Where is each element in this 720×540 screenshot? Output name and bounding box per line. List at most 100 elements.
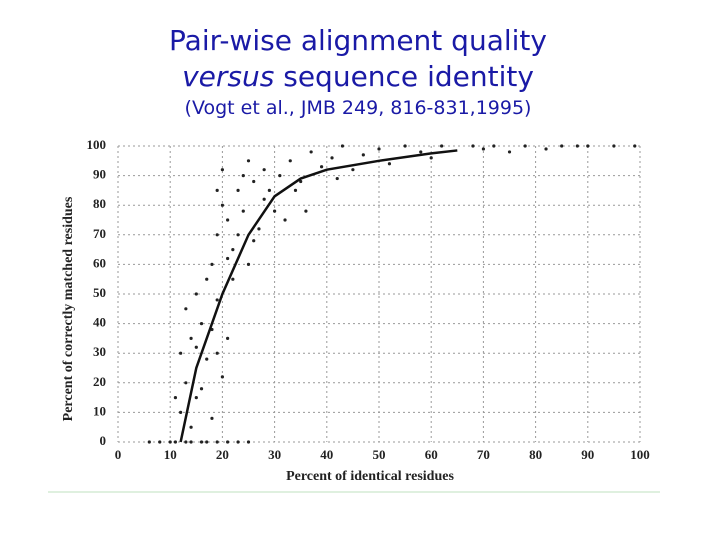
data-point (194, 292, 198, 296)
data-point (481, 147, 485, 151)
data-point (147, 440, 151, 444)
data-point (184, 381, 188, 385)
data-point (226, 336, 230, 340)
data-point (575, 144, 579, 148)
data-point (507, 150, 512, 154)
data-point (283, 218, 287, 222)
data-point (189, 425, 193, 429)
data-point (220, 203, 224, 207)
data-point (377, 147, 381, 151)
data-point (586, 144, 590, 148)
data-point (330, 156, 334, 160)
data-point (262, 197, 266, 201)
data-point (226, 256, 230, 261)
title-italic: versus (182, 60, 274, 93)
data-point (215, 298, 219, 302)
data-point (419, 150, 423, 154)
data-point (241, 174, 245, 178)
x-tick-label: 50 (373, 447, 386, 462)
y-tick-label: 70 (93, 226, 106, 241)
data-point (215, 233, 219, 237)
data-point (231, 248, 235, 252)
data-point (612, 144, 616, 148)
data-point (236, 188, 240, 192)
data-point (273, 209, 277, 213)
data-point (309, 150, 313, 154)
data-point (440, 144, 444, 148)
data-point (231, 277, 235, 281)
data-point (179, 351, 183, 355)
data-point (262, 168, 266, 172)
data-point (184, 307, 188, 311)
data-point (210, 416, 214, 420)
data-point (241, 209, 245, 213)
data-point (189, 440, 193, 444)
data-point (210, 262, 214, 266)
data-point (205, 277, 209, 281)
data-point (236, 440, 240, 444)
data-point (215, 188, 219, 192)
x-tick-label: 40 (320, 447, 333, 462)
data-point (429, 156, 433, 160)
x-tick-label: 100 (630, 447, 650, 462)
y-axis-label: Percent of correctly matched residues (61, 196, 76, 421)
data-point (220, 375, 224, 379)
data-point (257, 227, 261, 231)
data-point (168, 440, 172, 444)
y-tick-label: 90 (93, 167, 106, 182)
data-point (403, 144, 407, 148)
y-tick-label: 10 (93, 403, 106, 418)
x-tick-label: 10 (164, 447, 177, 462)
data-point (288, 159, 292, 163)
data-point (236, 233, 240, 237)
x-tick-label: 90 (581, 447, 594, 462)
data-point (158, 440, 162, 444)
data-point (220, 168, 224, 172)
data-point (319, 165, 324, 169)
data-point (299, 179, 303, 184)
subtitle: (Vogt et al., JMB 249, 816-831,1995) (185, 97, 532, 119)
data-point (278, 174, 282, 178)
y-tick-label: 50 (93, 285, 106, 300)
data-point (173, 440, 178, 444)
data-point (184, 440, 188, 444)
data-point (633, 144, 637, 148)
data-point (267, 188, 271, 192)
data-point (205, 357, 209, 361)
data-point (246, 440, 251, 444)
data-point (335, 176, 339, 181)
data-point (560, 144, 564, 148)
title-line: Pair-wise alignment quality (169, 24, 547, 57)
data-point (351, 168, 355, 172)
data-point (205, 440, 209, 444)
data-point (199, 387, 204, 391)
data-point (194, 345, 198, 349)
title-rest: sequence identity (283, 60, 534, 93)
x-tick-label: 80 (529, 447, 542, 462)
y-tick-label: 40 (93, 315, 106, 330)
data-point (215, 351, 219, 355)
y-tick-label: 20 (93, 374, 106, 389)
data-point (304, 209, 308, 213)
data-point (199, 322, 204, 326)
data-point (179, 410, 183, 414)
title-line: versus sequence identity (182, 60, 534, 93)
fit-curve (179, 149, 458, 443)
data-point (246, 159, 251, 163)
data-point (215, 440, 219, 444)
data-point (189, 336, 193, 340)
data-point (173, 396, 178, 400)
y-tick-label: 0 (100, 433, 107, 448)
data-point (492, 144, 496, 148)
y-tick-label: 100 (87, 137, 107, 152)
data-point (226, 218, 230, 222)
data-point (252, 179, 256, 184)
x-tick-label: 70 (477, 447, 490, 462)
y-tick-label: 30 (93, 344, 106, 359)
data-point (226, 440, 230, 444)
x-tick-label: 0 (115, 447, 122, 462)
data-point (199, 440, 204, 444)
data-point (340, 144, 345, 148)
x-axis-label: Percent of identical residues (286, 469, 454, 484)
